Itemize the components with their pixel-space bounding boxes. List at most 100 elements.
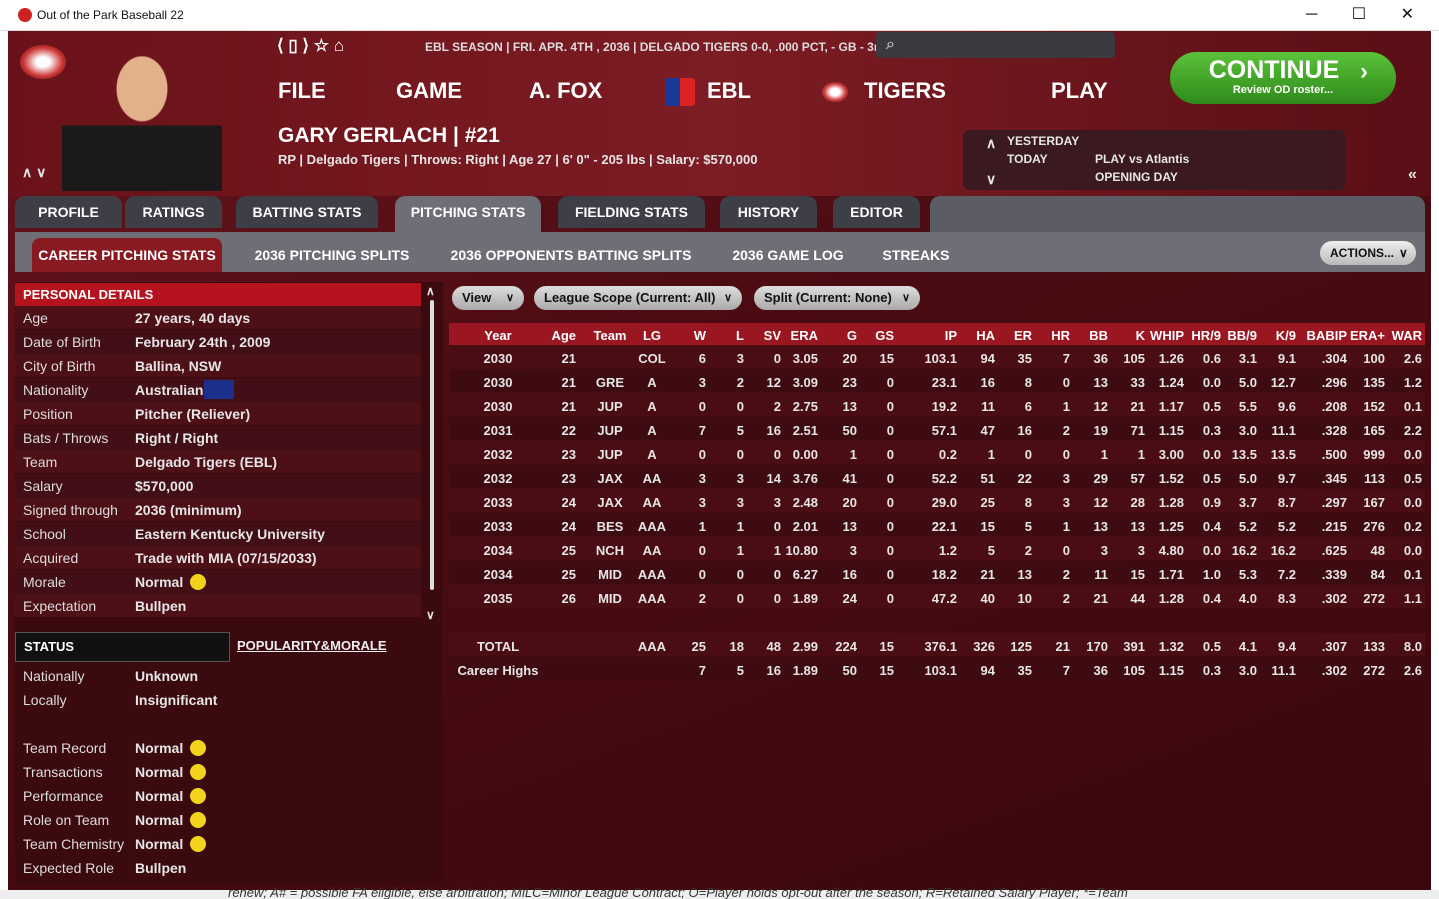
table-cell: 0 <box>886 543 894 558</box>
table-cell: A <box>647 375 657 390</box>
filter-dropdown[interactable]: View <box>452 286 524 310</box>
nav-icons[interactable]: ⟨ ▯ ⟩ ☆ ⌂ <box>277 36 345 55</box>
table-cell: .297 <box>1321 495 1347 510</box>
column-header: K <box>1135 328 1145 343</box>
dropdown-chevron[interactable]: ∨ <box>724 292 733 304</box>
menu-item[interactable]: FILE <box>278 78 326 103</box>
table-row-bg <box>449 345 1425 368</box>
actions-button[interactable] <box>1320 241 1416 265</box>
dropdown-chevron[interactable]: ∨ <box>902 292 911 304</box>
continue-button[interactable] <box>1170 52 1396 104</box>
table-cell: 0 <box>698 399 706 414</box>
continue-label[interactable]: CONTINUE <box>1208 56 1340 84</box>
detail-value: Right / Right <box>135 430 219 446</box>
actions-label[interactable]: ACTIONS... <box>1330 246 1395 260</box>
league-logo <box>665 78 695 106</box>
table-cell: 21 <box>980 567 995 582</box>
subtab[interactable]: STREAKS <box>882 247 950 263</box>
search-box[interactable]: ⌕ <box>876 32 1115 58</box>
subtab[interactable]: CAREER PITCHING STATS <box>32 238 222 272</box>
tab[interactable]: FIELDING STATS <box>558 196 705 228</box>
table-cell: 2.2 <box>1403 423 1422 438</box>
table-cell: 3.7 <box>1238 495 1257 510</box>
table-cell: 0 <box>886 375 894 390</box>
table-cell: 47 <box>980 423 995 438</box>
table-cell: 71 <box>1130 423 1145 438</box>
table-cell: 0.0 <box>1202 375 1221 390</box>
player-photo <box>62 45 222 191</box>
table-cell: 18 <box>729 639 744 654</box>
scroll-up[interactable]: ∧ <box>426 284 435 298</box>
table-cell: .345 <box>1321 471 1347 486</box>
player-nav[interactable]: ∧ ∨ <box>22 164 47 180</box>
table-cell: A <box>647 423 657 438</box>
status-header: STATUS <box>15 632 230 662</box>
status-link[interactable]: POPULARITY&MORALE <box>237 638 387 653</box>
filter-dropdown[interactable]: Split (Current: None) <box>754 286 920 310</box>
tab[interactable]: HISTORY <box>720 196 817 228</box>
table-cell: 13.5 <box>1270 447 1296 462</box>
dropdown-chevron[interactable]: ∨ <box>506 292 515 304</box>
table-cell: 94 <box>980 663 995 678</box>
calendar-yesterday: YESTERDAY <box>1007 134 1080 148</box>
table-cell: 2.48 <box>792 495 818 510</box>
table-cell: 7 <box>1062 351 1070 366</box>
calendar-note: OPENING DAY <box>1095 170 1178 184</box>
table-cell: NCH <box>595 543 625 558</box>
detail-label: School <box>23 526 66 542</box>
table-cell: 0 <box>736 567 744 582</box>
table-cell: 1.0 <box>1202 567 1221 582</box>
calendar-arrows[interactable]: ∧ ∨ <box>986 135 997 187</box>
table-cell: 8.3 <box>1277 591 1296 606</box>
table-cell: 6 <box>1024 399 1032 414</box>
tab[interactable]: RATINGS <box>125 196 222 228</box>
table-cell: 170 <box>1086 639 1108 654</box>
detail-row <box>15 570 421 593</box>
actions-chevron[interactable]: ∨ <box>1399 246 1408 260</box>
subtab[interactable]: 2036 GAME LOG <box>732 247 844 263</box>
table-cell: 105 <box>1123 663 1145 678</box>
tab[interactable]: PROFILE <box>15 196 122 228</box>
window-controls[interactable]: ─ ☐ ✕ <box>1306 6 1414 23</box>
filter-dropdown[interactable]: League Scope (Current: All) <box>534 286 742 310</box>
tab[interactable]: EDITOR <box>833 196 920 228</box>
table-cell: COL <box>638 351 666 366</box>
collapse-icon[interactable]: « <box>1408 166 1417 183</box>
scroll-down[interactable]: ∨ <box>426 608 435 622</box>
continue-sub[interactable]: Review OD roster... <box>1232 84 1334 96</box>
subtab[interactable]: 2036 PITCHING SPLITS <box>254 247 410 263</box>
table-cell: 22.1 <box>931 519 957 534</box>
table-cell: 11 <box>1094 567 1108 582</box>
menu-item[interactable]: EBL <box>707 78 751 103</box>
table-cell: 3.76 <box>792 471 818 486</box>
detail-row <box>15 330 421 353</box>
table-cell: 4.1 <box>1238 639 1257 654</box>
table-cell: 10.80 <box>785 543 818 558</box>
table-cell: 5 <box>987 543 995 558</box>
table-cell: 1.71 <box>1158 567 1184 582</box>
tab[interactable]: BATTING STATS <box>236 196 378 228</box>
table-cell: 12 <box>1093 495 1108 510</box>
table-cell: 0.1 <box>1403 567 1422 582</box>
table-cell: 16.2 <box>1270 543 1296 558</box>
table-cell: 2 <box>1062 567 1070 582</box>
continue-arrow[interactable]: › <box>1360 58 1368 85</box>
menu-item[interactable]: A. FOX <box>529 78 603 103</box>
table-cell: 1.2 <box>938 543 957 558</box>
menu-item[interactable]: TIGERS <box>864 78 946 103</box>
menu-item[interactable]: GAME <box>396 78 462 103</box>
table-cell: AA <box>642 495 662 510</box>
detail-value: Australian <box>135 382 204 398</box>
subtab[interactable]: 2036 OPPONENTS BATTING SPLITS <box>450 247 692 263</box>
menu-item[interactable]: PLAY <box>1051 78 1108 103</box>
detail-value: February 24th , 2009 <box>135 334 271 350</box>
table-cell: 100 <box>1363 351 1385 366</box>
tab[interactable]: PITCHING STATS <box>395 196 541 232</box>
detail-label: Acquired <box>23 550 79 566</box>
table-cell: 13 <box>1017 567 1032 582</box>
table-cell: 3 <box>773 495 781 510</box>
table-cell: 3.05 <box>792 351 818 366</box>
table-cell: 24 <box>842 591 857 606</box>
column-header: K/9 <box>1275 328 1296 343</box>
detail-value: Trade with MIA (07/15/2033) <box>135 550 317 566</box>
